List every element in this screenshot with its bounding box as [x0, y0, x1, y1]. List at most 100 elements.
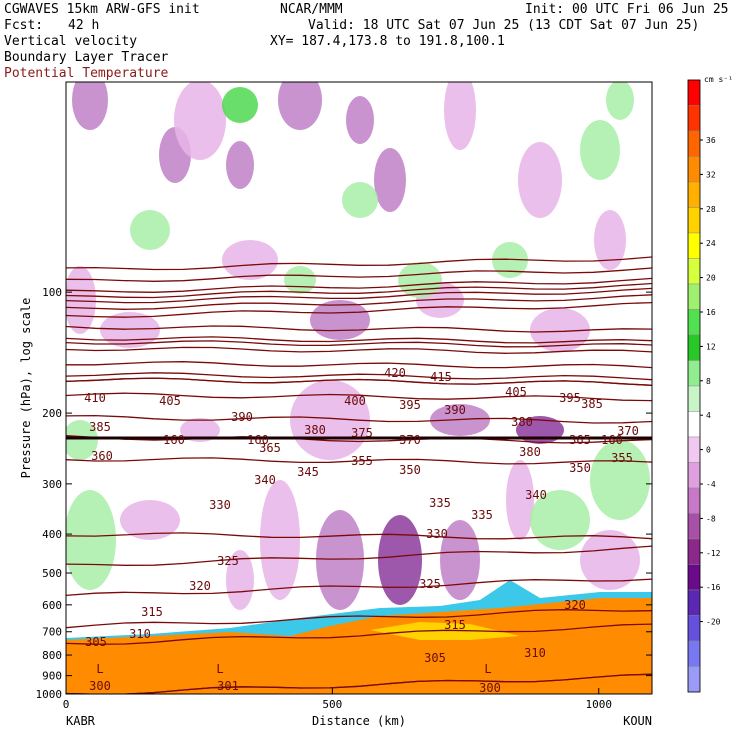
extra-contour-label: 385 — [581, 397, 603, 411]
y-tick-label: 600 — [42, 599, 62, 612]
y-tick-label: 1000 — [36, 688, 63, 701]
theta-contour-line — [66, 256, 652, 271]
velocity-blob — [346, 96, 374, 144]
colorbar-tick-label: -8 — [706, 514, 716, 523]
extra-contour-label: 405 — [505, 385, 527, 399]
colorbar-swatch — [687, 385, 701, 412]
theta-contour-label: 405 — [159, 394, 181, 408]
colorbar-unit: cm s⁻¹ — [704, 75, 733, 84]
theta-contour-label: 370 — [399, 433, 421, 447]
y-tick-label: 300 — [42, 478, 62, 491]
velocity-blob — [580, 530, 640, 590]
colorbar-tick-label: 32 — [706, 170, 716, 179]
theta-contour-line — [66, 414, 652, 424]
extra-contour-label: 380 — [511, 415, 533, 429]
velocity-blob — [580, 120, 620, 180]
theta-contour-line — [66, 294, 652, 310]
colorbar-tick-label: -20 — [706, 618, 721, 627]
extra-contour-label: 160 — [247, 433, 269, 447]
colorbar-swatch — [687, 436, 701, 463]
x-axis-label: Distance (km) — [312, 714, 406, 728]
extra-contour-label: L — [216, 662, 223, 676]
velocity-blob — [606, 82, 634, 120]
org-label: NCAR/MMM — [280, 2, 343, 17]
colorbar-swatch — [687, 207, 701, 234]
theta-contours — [66, 256, 652, 694]
theta-contour-line — [66, 346, 652, 354]
extra-contour-label: 350 — [569, 461, 591, 475]
theta-contour-label: 400 — [344, 394, 366, 408]
theta-contour-line — [66, 372, 652, 381]
tracer-core — [66, 598, 652, 694]
theta-contour-line — [66, 623, 652, 645]
theta-contour-label: 415 — [430, 370, 452, 384]
theta-contour-line — [66, 277, 652, 293]
theta-contour-label: 320 — [189, 579, 211, 593]
extra-contour-label: 160 — [163, 433, 185, 447]
theta-contour-label: 300 — [89, 679, 111, 693]
colorbar-swatch — [687, 360, 701, 387]
colorbar-swatch — [687, 232, 701, 259]
colorbar-swatch — [687, 411, 701, 438]
velocity-blob — [316, 510, 364, 610]
theta-contour-label: 325 — [217, 554, 239, 568]
theta-contour-line — [66, 457, 652, 465]
velocity-blob — [444, 82, 476, 150]
theta-contour-label: 345 — [297, 465, 319, 479]
y-tick-label: 400 — [42, 528, 62, 541]
theta-contour-line — [66, 435, 652, 444]
theta-contour-label: 335 — [429, 496, 451, 510]
extra-contour-label: 330 — [426, 527, 448, 541]
extra-contour-label: 370 — [617, 424, 639, 438]
theta-contour-label: 330 — [209, 498, 231, 512]
colorbar-swatch — [687, 513, 701, 540]
theta-contour-line — [66, 673, 652, 694]
extra-contour-label: L — [96, 662, 103, 676]
colorbar-swatch — [687, 130, 701, 157]
velocity-blob — [120, 500, 180, 540]
theta-contour-labels: 300 301 305 310 315 320 325 330 335 340 345 350 355 3… — [84, 366, 639, 695]
x-start-label: KABR — [66, 714, 96, 728]
extra-contour-label: 395 — [559, 391, 581, 405]
velocity-blob — [492, 242, 528, 278]
model-title: CGWAVES 15km ARW-GFS init — [4, 2, 200, 17]
theta-contour-label: 355 — [351, 454, 373, 468]
theta-contour-line — [66, 325, 652, 333]
theta-contour-line — [66, 301, 652, 318]
theta-contour-line — [66, 578, 652, 597]
colorbar-tick-label: 36 — [706, 136, 716, 145]
theta-contour-line — [66, 545, 652, 566]
velocity-blob — [66, 266, 96, 334]
theta-contour-line — [66, 361, 652, 369]
init-time: Init: 00 UTC Fri 06 Jun 25 — [525, 2, 729, 17]
colorbar-swatch — [687, 156, 701, 183]
extra-contour-label: 315 — [444, 618, 466, 632]
colorbar-tick-label: 0 — [706, 446, 711, 455]
colorbar-tick-label: 20 — [706, 274, 716, 283]
theta-contour-label: 315 — [141, 605, 163, 619]
velocity-blob — [506, 460, 534, 540]
y-tick-label: 900 — [42, 670, 62, 683]
velocity-blob — [66, 420, 98, 460]
colorbar-tick-label: -16 — [706, 583, 721, 592]
theta-contour-line — [66, 267, 652, 282]
x-end-label: KOUN — [623, 714, 652, 728]
colorbar-swatch — [687, 181, 701, 208]
colorbar-swatch — [687, 589, 701, 616]
velocity-blob — [226, 550, 254, 610]
colorbar-tick-label: 4 — [706, 411, 711, 420]
theta-contour-label: 365 — [259, 441, 281, 455]
theta-contour-line — [66, 532, 652, 540]
colorbar-swatch — [687, 283, 701, 310]
y-tick-label: 700 — [42, 626, 62, 639]
y-tick-label: 500 — [42, 567, 62, 580]
theta-contour-label: 420 — [384, 366, 406, 380]
plot-frame — [65, 81, 653, 695]
velocity-blob — [130, 210, 170, 250]
colorbar-swatch — [687, 105, 701, 132]
fcst-value: 42 h — [68, 18, 100, 33]
theta-contour-label: 395 — [399, 398, 421, 412]
extra-contour-label: 325 — [419, 577, 441, 591]
extra-contour-label: 310 — [524, 646, 546, 660]
